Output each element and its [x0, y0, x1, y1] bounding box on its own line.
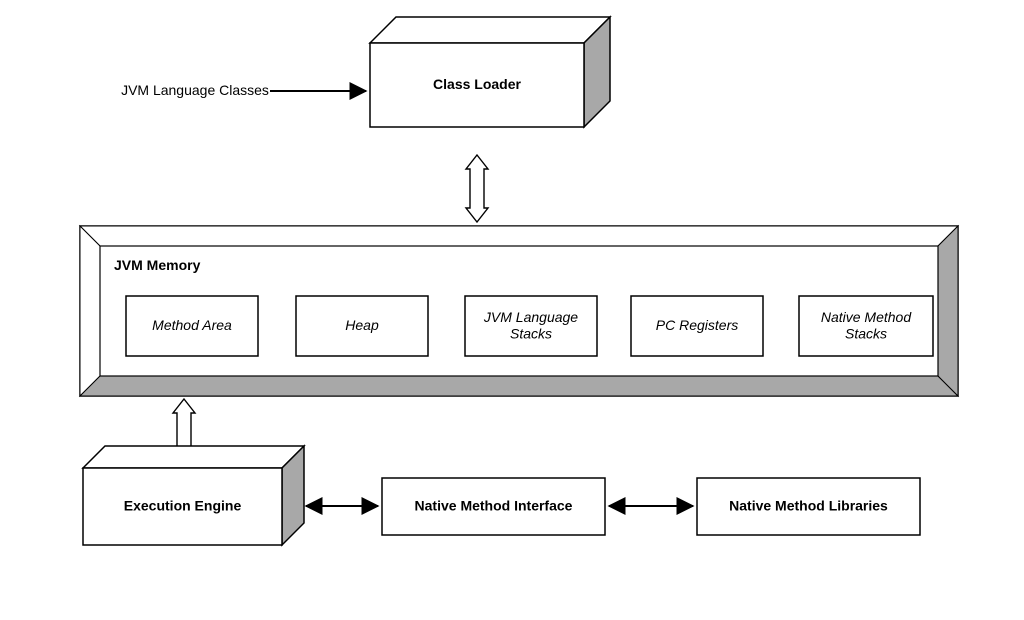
memory-pc_registers: PC Registers: [631, 296, 763, 356]
memory-native_stacks: Native MethodStacks: [799, 296, 933, 356]
class-loader-box: Class Loader: [370, 17, 610, 127]
native-method-interface-box: Native Method Interface: [382, 478, 605, 535]
svg-text:Execution Engine: Execution Engine: [124, 498, 242, 514]
arrow-loader-to-memory: [466, 155, 488, 222]
jvm-memory-frame-title: JVM Memory: [114, 257, 201, 273]
memory-jvm_stacks: JVM LanguageStacks: [465, 296, 597, 356]
execution-engine-box: Execution Engine: [83, 446, 304, 545]
jvm-architecture-diagram: JVM Language Classes Class Loader JVM Memo…: [0, 0, 1024, 620]
memory-heap: Heap: [296, 296, 428, 356]
svg-text:Class Loader: Class Loader: [433, 76, 521, 92]
svg-text:PC Registers: PC Registers: [656, 317, 738, 333]
svg-text:Native Method Interface: Native Method Interface: [415, 498, 573, 514]
svg-text:Method Area: Method Area: [152, 317, 232, 333]
svg-text:Heap: Heap: [345, 317, 379, 333]
memory-method_area: Method Area: [126, 296, 258, 356]
input-label: JVM Language Classes: [121, 82, 269, 98]
native-method-libraries-box: Native Method Libraries: [697, 478, 920, 535]
svg-text:Native Method Libraries: Native Method Libraries: [729, 498, 888, 514]
